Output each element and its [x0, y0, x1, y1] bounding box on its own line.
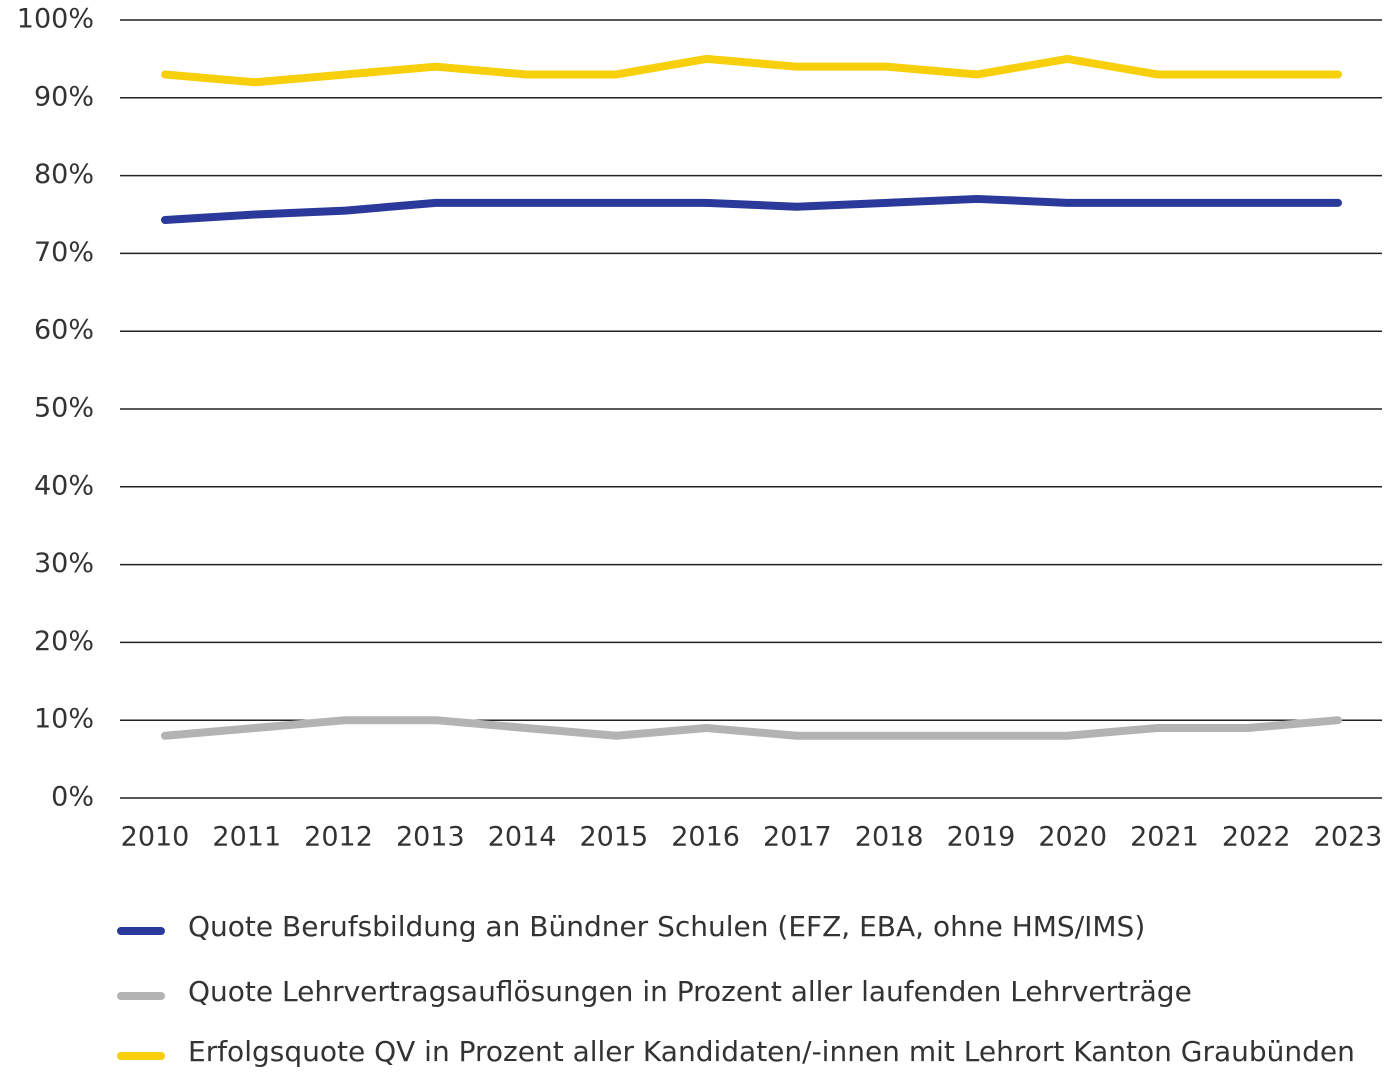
series-line [161, 194, 1342, 224]
y-tick-label: 30% [34, 548, 94, 579]
x-tick-label: 2020 [1038, 822, 1107, 853]
x-tick-label: 2023 [1314, 822, 1383, 853]
y-tick-label: 70% [34, 237, 94, 268]
y-tick-label: 80% [34, 159, 94, 190]
x-tick-label: 2021 [1130, 822, 1199, 853]
x-tick-label: 2018 [855, 822, 924, 853]
x-tick-label: 2016 [671, 822, 740, 853]
y-tick-label: 60% [34, 315, 94, 346]
legend-label: Quote Berufsbildung an Bündner Schulen (… [188, 910, 1145, 943]
x-tick-label: 2013 [396, 822, 465, 853]
x-tick-label: 2019 [947, 822, 1016, 853]
x-tick-label: 2022 [1222, 822, 1291, 853]
x-tick-label: 2014 [488, 822, 557, 853]
x-tick-label: 2015 [579, 822, 648, 853]
legend-label: Erfolgsquote QV in Prozent aller Kandida… [188, 1035, 1355, 1068]
series-line [161, 716, 1342, 740]
y-tick-label: 40% [34, 470, 94, 501]
y-tick-label: 90% [34, 81, 94, 112]
y-tick-label: 20% [34, 626, 94, 657]
x-tick-label: 2017 [763, 822, 832, 853]
y-tick-label: 100% [17, 4, 94, 35]
series-line [161, 54, 1342, 87]
legend-label: Quote Lehrvertragsauflösungen in Prozent… [188, 975, 1192, 1008]
x-tick-label: 2011 [212, 822, 281, 853]
x-tick-label: 2010 [121, 822, 190, 853]
y-tick-label: 50% [34, 393, 94, 424]
x-tick-label: 2012 [304, 822, 373, 853]
y-tick-label: 0% [51, 782, 94, 813]
y-tick-label: 10% [34, 704, 94, 735]
